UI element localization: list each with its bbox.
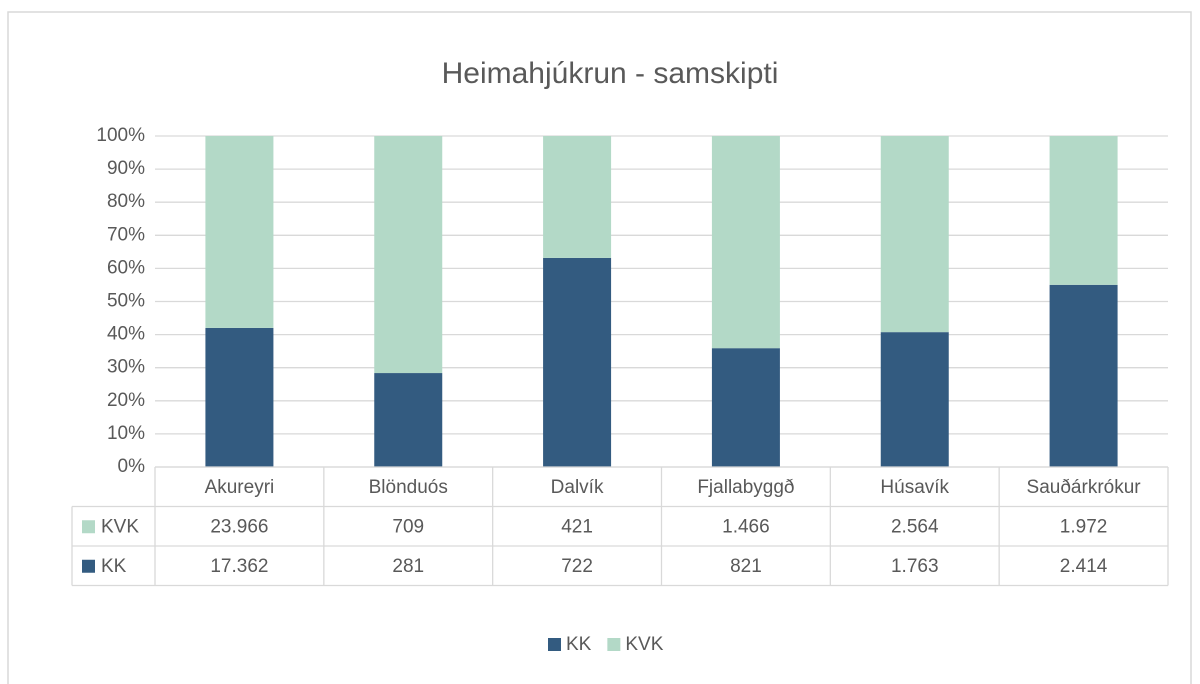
chart-title: Heimahjúkrun - samskipti [442,57,779,90]
bar-segment [1049,136,1118,285]
table-legend-key [82,559,95,573]
y-tick-label: 0% [118,456,146,477]
table-row-label: KVK [101,516,139,537]
y-tick-label: 90% [107,158,145,179]
table-cell: 23.966 [210,516,268,537]
table-cell: 1.466 [722,516,770,537]
table-cell: 2.414 [1060,556,1108,577]
legend-key [548,638,561,651]
table-cell: 17.362 [210,556,268,577]
x-tick-label: Húsavík [880,477,949,498]
bar-segment [543,136,612,258]
legend-label: KK [566,634,592,655]
y-tick-label: 80% [107,191,145,212]
table-cell: 281 [392,556,424,577]
y-tick-label: 100% [96,125,145,146]
table-cell: 2.564 [891,516,939,537]
y-tick-label: 20% [107,390,145,411]
table-cell: 1.763 [891,556,939,577]
legend-label: KVK [625,634,663,655]
bar-segment [880,332,949,467]
bar-segment [374,136,443,374]
y-tick-label: 10% [107,423,145,444]
x-tick-label: Fjallabyggð [697,477,794,498]
table-cell: 722 [561,556,593,577]
legend-key [607,638,621,651]
y-tick-label: 30% [107,357,145,378]
bar-segment [880,136,949,333]
y-tick-label: 70% [107,224,145,245]
x-tick-label: Blönduós [369,477,448,498]
table-cell: 709 [392,516,424,537]
table-cell: 1.972 [1060,516,1108,537]
x-tick-label: Akureyri [205,477,275,498]
table-row-label: KK [101,556,127,577]
bar-segment [711,136,780,349]
table-legend-key [82,520,95,534]
bar-segment [543,257,612,467]
bar-segment [205,327,274,467]
x-tick-label: Dalvík [551,477,604,498]
bar-segment [205,136,274,328]
table-cell: 821 [730,556,762,577]
y-tick-label: 40% [107,324,145,345]
y-tick-label: 50% [107,291,145,312]
y-tick-label: 60% [107,257,145,278]
bar-segment [374,373,443,467]
bar-segment [1049,284,1118,467]
table-cell: 421 [561,516,593,537]
bar-segment [711,348,780,467]
x-tick-label: Sauðárkrókur [1027,477,1142,498]
